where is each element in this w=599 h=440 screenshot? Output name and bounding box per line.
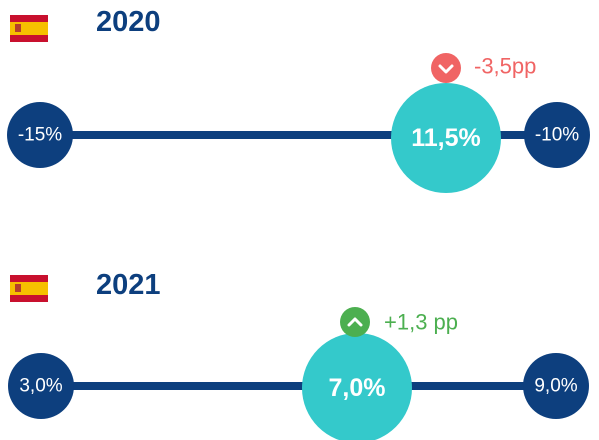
- panel-2020: 2020 -15% -10% 11,5% -3,5pp: [7, 6, 590, 193]
- min-circle: [8, 353, 74, 419]
- value-label: 11,5%: [411, 124, 481, 152]
- min-label: -15%: [18, 125, 62, 146]
- year: 2021: [96, 269, 161, 301]
- flag: [10, 275, 48, 302]
- panel-2021: 2021 3,0% 9,0% 7,0% +1,3 pp: [8, 269, 589, 440]
- up-arrow: [347, 317, 363, 327]
- down-badge: [431, 53, 461, 83]
- range-line: [40, 131, 558, 139]
- value-circle: [391, 83, 501, 193]
- max-label: -10%: [535, 125, 579, 146]
- range-line: [41, 382, 556, 390]
- flag: [10, 15, 48, 42]
- down-arrow: [438, 64, 454, 74]
- up-badge: [340, 307, 370, 337]
- max-circle: [523, 353, 589, 419]
- change-label: +1,3 pp: [384, 310, 458, 335]
- value-circle: [302, 333, 412, 440]
- value-label: 7,0%: [329, 374, 386, 402]
- max-label: 9,0%: [534, 376, 577, 397]
- max-circle: [524, 102, 590, 168]
- change-label: -3,5pp: [474, 54, 536, 79]
- year: 2020: [96, 6, 161, 38]
- min-label: 3,0%: [19, 376, 62, 397]
- min-circle: [7, 102, 73, 168]
